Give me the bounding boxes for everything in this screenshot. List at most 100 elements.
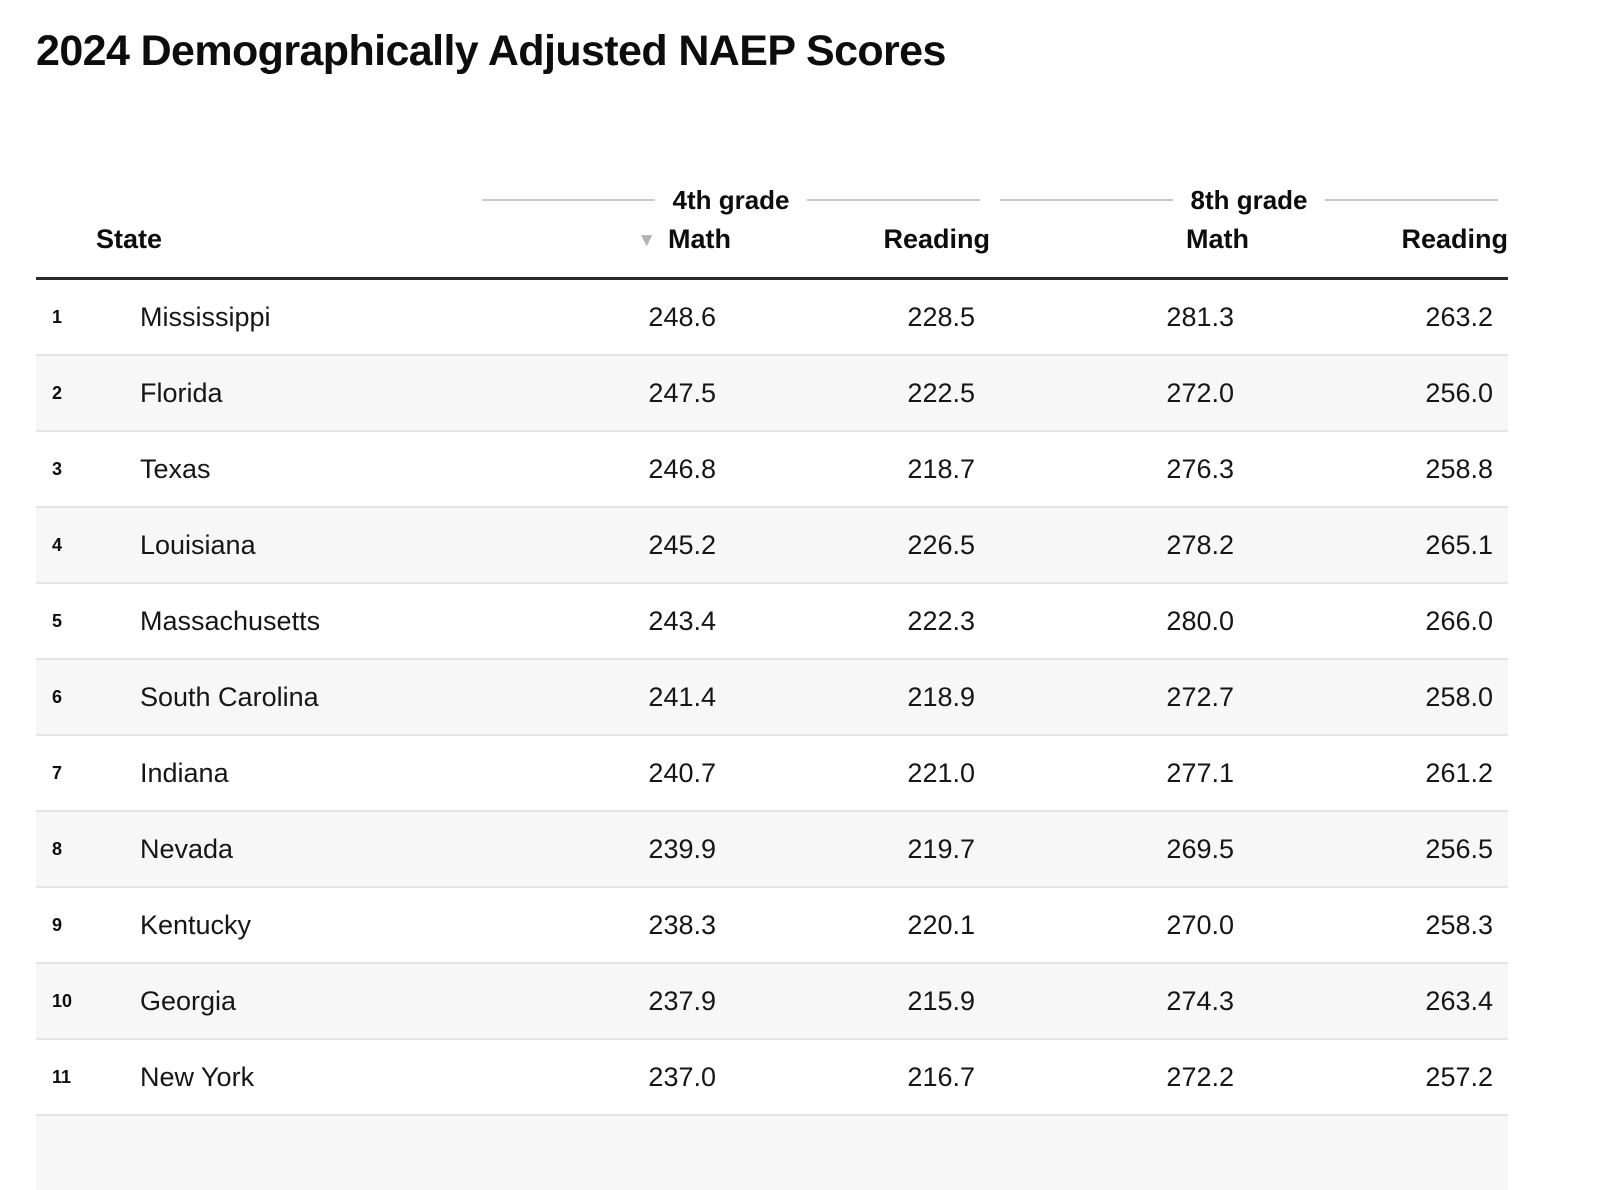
empty-cell — [1249, 1115, 1508, 1190]
state-cell: Nevada — [140, 833, 234, 864]
rank-cell: 8 — [52, 838, 63, 859]
score-cell: 280.0 — [1166, 605, 1234, 636]
group-label-4th: 4th grade — [672, 184, 790, 215]
score-cell: 215.9 — [907, 985, 975, 1016]
rank-cell: 5 — [52, 610, 63, 631]
rank-cell: 10 — [52, 990, 73, 1011]
rank-cell: 11 — [52, 1066, 72, 1087]
table-row: 4 Louisiana 245.2 226.5 278.2 265.1 — [36, 507, 1508, 584]
table-row: 3 Texas 246.8 218.7 276.3 258.8 — [36, 431, 1508, 507]
score-cell: 218.7 — [907, 453, 975, 484]
score-cell: 261.2 — [1425, 757, 1493, 788]
score-cell: 263.4 — [1425, 985, 1493, 1016]
score-cell: 243.4 — [648, 605, 716, 636]
score-cell: 269.5 — [1166, 833, 1234, 864]
score-cell: 246.8 — [648, 453, 716, 484]
empty-cell — [472, 1115, 731, 1190]
group-header-4th-grade: 4th grade — [472, 176, 990, 224]
rank-cell: 2 — [52, 382, 63, 403]
state-cell: Massachusetts — [140, 605, 321, 636]
score-cell: 241.4 — [648, 681, 716, 712]
score-cell: 263.2 — [1425, 301, 1493, 332]
table-body: 1 Mississippi 248.6 228.5 281.3 263.2 2 Florida… — [36, 279, 1508, 1190]
score-cell: 274.3 — [1166, 985, 1234, 1016]
spanner-line — [1324, 199, 1498, 202]
table-row: 8 Nevada 239.9 219.7 269.5 256.5 — [36, 811, 1508, 888]
score-cell: 248.6 — [648, 301, 716, 332]
table-row: 2 Florida 247.5 222.5 272.0 256.0 — [36, 355, 1508, 432]
math-4th-column-header[interactable]: ▼ Math — [472, 224, 731, 281]
score-cell: 272.0 — [1166, 377, 1234, 408]
rank-cell: 7 — [52, 762, 63, 783]
score-cell: 256.5 — [1425, 833, 1493, 864]
state-cell: Kentucky — [140, 909, 252, 940]
group-header-8th-grade: 8th grade — [990, 176, 1508, 224]
table-row: 6 South Carolina 241.4 218.9 272.7 258.0 — [36, 659, 1508, 736]
column-header-row: State ▼ Math Reading Math Reading — [36, 224, 1508, 281]
naep-scores-table: 4th grade 8th grade State ▼ Math R — [36, 176, 1508, 1190]
reading-8th-column-header[interactable]: Reading — [1249, 224, 1508, 281]
score-cell: 247.5 — [648, 377, 716, 408]
score-cell: 265.1 — [1425, 529, 1493, 560]
empty-cell — [731, 1115, 990, 1190]
table-row: 5 Massachusetts 243.4 222.3 280.0 266.0 — [36, 583, 1508, 659]
score-cell: 270.0 — [1166, 909, 1234, 940]
state-column-header[interactable]: State — [96, 224, 472, 281]
state-cell: New York — [140, 1061, 255, 1092]
rank-cell: 3 — [52, 458, 63, 479]
sort-descending-icon: ▼ — [637, 230, 656, 252]
score-cell: 222.3 — [907, 605, 975, 636]
reading-4th-column-header[interactable]: Reading — [731, 224, 990, 281]
score-cell: 258.3 — [1425, 909, 1493, 940]
rank-header — [36, 224, 96, 281]
score-cell: 258.8 — [1425, 453, 1493, 484]
spanner-spacer — [36, 176, 472, 224]
math-8th-column-header[interactable]: Math — [990, 224, 1249, 281]
table-row: 7 Indiana 240.7 221.0 277.1 261.2 — [36, 735, 1508, 811]
spanner-line — [806, 199, 980, 202]
score-cell: 256.0 — [1425, 377, 1493, 408]
rank-cell: 9 — [52, 914, 63, 935]
score-cell: 221.0 — [907, 757, 975, 788]
math-4th-header-label: Math — [668, 224, 731, 255]
state-cell: Indiana — [140, 757, 229, 788]
score-cell: 220.1 — [907, 909, 975, 940]
score-cell: 226.5 — [907, 529, 975, 560]
empty-cell — [36, 1115, 96, 1190]
state-cell: Mississippi — [140, 301, 271, 332]
table-row: 9 Kentucky 238.3 220.1 270.0 258.3 — [36, 887, 1508, 963]
table-row: 11 New York 237.0 216.7 272.2 257.2 — [36, 1039, 1508, 1115]
score-cell: 237.0 — [648, 1061, 716, 1092]
state-cell: Florida — [140, 377, 223, 408]
reading-8th-header-label: Reading — [1401, 224, 1508, 255]
score-cell: 266.0 — [1425, 605, 1493, 636]
score-cell: 277.1 — [1166, 757, 1234, 788]
score-cell: 218.9 — [907, 681, 975, 712]
score-cell: 278.2 — [1166, 529, 1234, 560]
score-cell: 281.3 — [1166, 301, 1234, 332]
score-cell: 272.7 — [1166, 681, 1234, 712]
empty-cell — [990, 1115, 1249, 1190]
score-cell: 222.5 — [907, 377, 975, 408]
group-label-8th: 8th grade — [1190, 184, 1308, 215]
state-cell: Louisiana — [140, 529, 256, 560]
state-header-label: State — [96, 224, 163, 255]
page-title: 2024 Demographically Adjusted NAEP Score… — [36, 27, 946, 75]
table-row: 1 Mississippi 248.6 228.5 281.3 263.2 — [36, 279, 1508, 356]
score-cell: 257.2 — [1425, 1061, 1493, 1092]
rank-cell: 6 — [52, 686, 63, 707]
spanner-line — [482, 199, 656, 202]
score-cell: 237.9 — [648, 985, 716, 1016]
state-cell: Georgia — [140, 985, 237, 1016]
score-cell: 245.2 — [648, 529, 716, 560]
score-cell: 276.3 — [1166, 453, 1234, 484]
rank-cell: 4 — [52, 534, 63, 555]
score-cell: 228.5 — [907, 301, 975, 332]
score-cell: 272.2 — [1166, 1061, 1234, 1092]
score-cell: 239.9 — [648, 833, 716, 864]
math-8th-header-label: Math — [1186, 224, 1249, 255]
score-cell: 238.3 — [648, 909, 716, 940]
state-cell: South Carolina — [140, 681, 319, 712]
rank-cell: 1 — [52, 306, 63, 327]
spanner-line — [1000, 199, 1174, 202]
